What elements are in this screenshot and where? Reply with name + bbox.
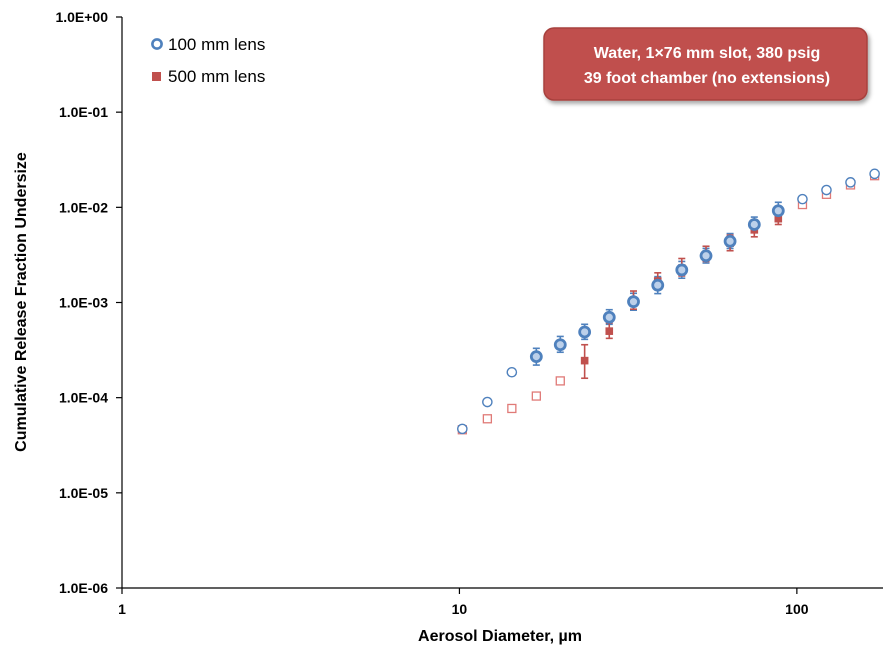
point-100mm [723, 234, 737, 248]
point-500mm [482, 414, 493, 424]
point-100mm [771, 204, 785, 218]
point-500mm [580, 356, 589, 365]
y-ticks: 1.0E+00 1.0E-01 1.0E-02 1.0E-03 1.0E-04 1.0E-… [55, 9, 122, 596]
point-100mm [747, 218, 761, 231]
legend: 100 mm lens 500 mm lens [151, 35, 265, 86]
annotation-line-1: Water, 1×76 mm slot, 380 psig [594, 45, 821, 62]
data-markers [457, 168, 880, 435]
annotation-box: Water, 1×76 mm slot, 380 psig 39 foot ch… [543, 27, 868, 101]
point-100mm [699, 249, 713, 263]
point-500mm [531, 391, 541, 401]
y-axis-title: Cumulative Release Fraction Undersize [13, 152, 30, 452]
point-100mm [627, 295, 640, 309]
annotation-background [543, 27, 868, 101]
legend-marker-100mm [151, 38, 163, 50]
point-500mm [555, 376, 565, 386]
y-tick-label: 1.0E-02 [59, 199, 108, 215]
y-tick-label: 1.0E-01 [59, 104, 108, 120]
y-tick-label: 1.0E-06 [59, 580, 108, 596]
point-100mm [651, 278, 665, 292]
x-tick-label: 100 [785, 601, 809, 617]
y-tick-label: 1.0E-05 [59, 485, 108, 501]
point-500mm [774, 214, 783, 223]
annotation-line-2: 39 foot chamber (no extensions) [584, 70, 830, 87]
point-100mm [506, 366, 518, 378]
point-100mm [482, 396, 493, 408]
point-100mm [675, 263, 689, 277]
x-tick-label: 10 [452, 601, 468, 617]
point-100mm [578, 325, 592, 339]
legend-marker-500mm [152, 72, 161, 81]
point-500mm [605, 327, 614, 335]
legend-label-100mm: 100 mm lens [168, 35, 265, 54]
x-axis-title: Aerosol Diameter, µm [418, 628, 582, 645]
point-100mm [845, 177, 856, 188]
x-tick-label: 1 [118, 601, 126, 617]
y-tick-label: 1.0E-03 [59, 295, 108, 311]
y-tick-label: 1.0E+00 [55, 9, 108, 25]
x-ticks: 1 10 100 [118, 588, 809, 617]
point-100mm [529, 350, 543, 364]
legend-label-500mm: 500 mm lens [168, 67, 265, 86]
point-100mm [553, 338, 567, 352]
axes [121, 17, 883, 589]
y-tick-label: 1.0E-04 [59, 390, 108, 406]
point-100mm [869, 168, 880, 180]
point-100mm [797, 193, 808, 205]
point-100mm [602, 310, 616, 324]
point-100mm [457, 423, 468, 435]
point-500mm [507, 403, 517, 414]
point-100mm [821, 184, 832, 196]
